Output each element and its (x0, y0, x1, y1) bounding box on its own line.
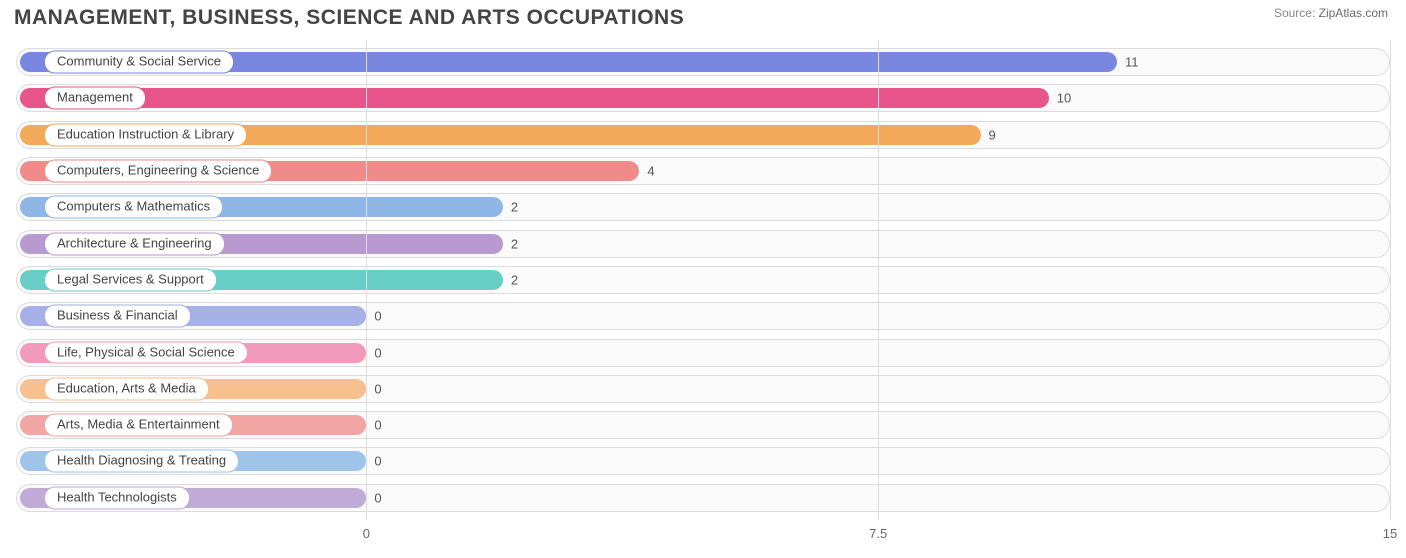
bar-row: Community & Social Service 11 (16, 48, 1390, 76)
bar-value-label: 9 (989, 127, 996, 142)
bar-row: Legal Services & Support 2 (16, 266, 1390, 294)
bar-category-pill: Life, Physical & Social Science (44, 341, 248, 364)
bar-value-label: 0 (374, 490, 381, 505)
bar-row: Management 10 (16, 84, 1390, 112)
bar-value-label: 10 (1057, 91, 1071, 106)
chart-plot: Community & Social Service 11 Management 10… (16, 40, 1390, 520)
x-axis-tick-label: 0 (363, 526, 370, 541)
source-label: Source: (1274, 6, 1315, 20)
bar-category-pill: Business & Financial (44, 305, 191, 328)
bar-category-pill: Health Technologists (44, 486, 190, 509)
x-axis-tick-label: 15 (1383, 526, 1397, 541)
bar-category-pill: Legal Services & Support (44, 268, 217, 291)
bar-row: Health Technologists 0 (16, 484, 1390, 512)
bar-category-pill: Education Instruction & Library (44, 123, 247, 146)
chart-gridline (1390, 40, 1391, 520)
bar-category-pill: Health Diagnosing & Treating (44, 450, 239, 473)
page-title: MANAGEMENT, BUSINESS, SCIENCE AND ARTS O… (14, 6, 684, 30)
chart-gridline (878, 40, 879, 520)
bar-value-label: 0 (374, 454, 381, 469)
bar-value-label: 0 (374, 345, 381, 360)
bar-value-label: 2 (511, 272, 518, 287)
bar-value-label: 0 (374, 418, 381, 433)
chart-gridline (366, 40, 367, 520)
bar-row: Arts, Media & Entertainment 0 (16, 411, 1390, 439)
bar-row: Architecture & Engineering 2 (16, 230, 1390, 258)
bar-category-pill: Computers & Mathematics (44, 196, 223, 219)
source-attribution: Source: ZipAtlas.com (1274, 6, 1388, 20)
bar-category-pill: Architecture & Engineering (44, 232, 225, 255)
bar-value-label: 2 (511, 236, 518, 251)
bar-row: Health Diagnosing & Treating 0 (16, 447, 1390, 475)
bar-row: Business & Financial 0 (16, 302, 1390, 330)
bar-category-pill: Management (44, 87, 146, 110)
bar-category-pill: Community & Social Service (44, 51, 234, 74)
bar-value-label: 4 (647, 164, 654, 179)
bar-row: Life, Physical & Social Science 0 (16, 339, 1390, 367)
bar-value-label: 0 (374, 309, 381, 324)
bar-row: Computers & Mathematics 2 (16, 193, 1390, 221)
bar-fill (20, 88, 1049, 108)
chart-bars-container: Community & Social Service 11 Management 10… (16, 40, 1390, 520)
x-axis-tick-label: 7.5 (869, 526, 887, 541)
bar-category-pill: Education, Arts & Media (44, 377, 209, 400)
bar-value-label: 2 (511, 200, 518, 215)
bar-value-label: 11 (1125, 55, 1139, 70)
occupations-bar-chart: Community & Social Service 11 Management 10… (10, 40, 1396, 550)
chart-x-axis: 07.515 (16, 526, 1390, 544)
bar-row: Education, Arts & Media 0 (16, 375, 1390, 403)
bar-category-pill: Computers, Engineering & Science (44, 160, 272, 183)
bar-value-label: 0 (374, 381, 381, 396)
bar-category-pill: Arts, Media & Entertainment (44, 414, 233, 437)
bar-row: Computers, Engineering & Science 4 (16, 157, 1390, 185)
bar-row: Education Instruction & Library 9 (16, 121, 1390, 149)
source-site: ZipAtlas.com (1319, 6, 1388, 20)
